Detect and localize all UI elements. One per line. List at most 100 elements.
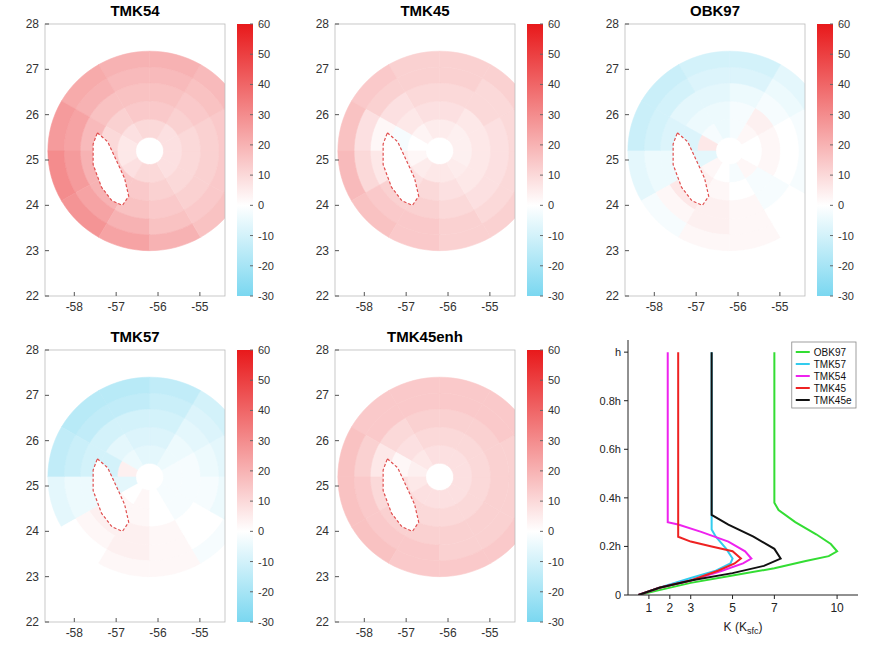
y-tick-label: 24 <box>606 198 620 212</box>
line-panel: 123571000.2h0.4h0.6h0.8hhK (Ksfc)OBK97TM… <box>600 340 858 636</box>
colorbar-label: 20 <box>548 139 560 151</box>
cell <box>62 65 107 109</box>
colorbar-label: 30 <box>258 435 270 447</box>
y-tick-label: 22 <box>26 289 40 303</box>
x-tick <box>732 595 733 599</box>
colorbar-label: 10 <box>838 169 850 181</box>
x-tick-label: -56 <box>439 626 457 640</box>
x-tick-label: -58 <box>66 626 84 640</box>
colorbar-tick <box>830 114 833 115</box>
colorbar-label: 20 <box>548 465 560 477</box>
x-tick <box>406 618 407 622</box>
colorbar-label: 40 <box>838 78 850 90</box>
cell <box>482 391 515 435</box>
colorbar-label: 40 <box>548 404 560 416</box>
colorbar-tick <box>250 531 253 532</box>
panel-title: TMK54 <box>110 2 160 19</box>
y-tick-label: 24 <box>316 524 330 538</box>
y-tick-label: 24 <box>316 198 330 212</box>
cell <box>48 101 76 151</box>
colorbar-tick <box>540 114 543 115</box>
y-tick <box>335 205 339 206</box>
colorbar-label: 60 <box>838 18 850 30</box>
y-tick-label: 0 <box>615 589 621 601</box>
y-tick-label: 23 <box>606 244 620 258</box>
y-tick-label: 25 <box>316 153 330 167</box>
y-tick <box>45 296 49 297</box>
cell <box>62 391 107 435</box>
colorbar-tick <box>540 591 543 592</box>
colorbar-label: 0 <box>258 199 264 211</box>
colorbar-tick <box>250 380 253 381</box>
y-tick <box>335 114 339 115</box>
colorbar-label: -10 <box>258 230 274 242</box>
colorbar-tick <box>250 350 253 351</box>
colorbar-label: 50 <box>548 374 560 386</box>
colorbar-label: -30 <box>258 616 274 628</box>
panel-title: OBK97 <box>690 2 740 19</box>
x-tick-label: -56 <box>149 300 167 314</box>
y-tick-label: 22 <box>606 289 620 303</box>
profile-line <box>638 352 751 595</box>
y-tick <box>624 595 628 596</box>
y-tick <box>335 296 339 297</box>
x-tick <box>489 292 490 296</box>
y-tick <box>624 497 628 498</box>
cell <box>99 377 150 404</box>
colorbar-tick <box>250 144 253 145</box>
cells <box>48 51 225 250</box>
cell <box>192 193 225 237</box>
x-tick <box>837 595 838 599</box>
cell <box>628 101 656 151</box>
cell <box>352 519 397 563</box>
cell <box>48 151 76 201</box>
cells <box>338 377 515 576</box>
cell <box>679 51 730 78</box>
colorbar <box>817 24 833 296</box>
x-tick-label: -55 <box>191 300 209 314</box>
colorbar-tick <box>830 235 833 236</box>
x-axis <box>628 595 858 596</box>
x-tick <box>74 618 75 622</box>
colorbar-tick <box>540 501 543 502</box>
x-tick <box>669 595 670 599</box>
map-panel: TMK45enh-58-57-56-5522232425262728-30-20… <box>316 328 564 640</box>
x-tick <box>774 595 775 599</box>
cell <box>210 477 225 519</box>
cell <box>389 224 440 251</box>
colorbar-tick <box>250 470 253 471</box>
colorbar-tick <box>250 24 253 25</box>
y-tick-label: 23 <box>26 244 40 258</box>
y-tick <box>625 296 629 297</box>
colorbar-tick <box>250 440 253 441</box>
cell <box>679 224 730 251</box>
colorbar-label: 50 <box>838 48 850 60</box>
profile-line <box>638 352 732 595</box>
y-tick <box>45 531 49 532</box>
y-tick <box>45 622 49 623</box>
cell <box>730 51 781 78</box>
colorbar-label: -20 <box>258 260 274 272</box>
y-tick <box>335 440 339 441</box>
y-tick <box>45 205 49 206</box>
x-tick <box>654 292 655 296</box>
y-tick <box>45 24 49 25</box>
cell <box>440 550 491 577</box>
y-tick <box>335 24 339 25</box>
profile-line <box>638 352 837 595</box>
island <box>93 459 129 532</box>
x-tick-label: 3 <box>687 601 694 615</box>
y-tick-label: 0.4h <box>600 492 621 504</box>
x-tick-label: -55 <box>191 626 209 640</box>
colorbar-label: -30 <box>258 290 274 302</box>
legend-swatch <box>796 351 810 353</box>
x-tick-label: -57 <box>687 300 705 314</box>
cells <box>338 51 515 250</box>
y-tick <box>625 24 629 25</box>
colorbar-tick <box>540 175 543 176</box>
y-tick-label: 28 <box>606 17 620 31</box>
colorbar-tick <box>830 24 833 25</box>
colorbar-tick <box>250 296 253 297</box>
cell <box>338 427 366 477</box>
legend: OBK97TMK57TMK54TMK45TMK45e <box>792 342 856 408</box>
